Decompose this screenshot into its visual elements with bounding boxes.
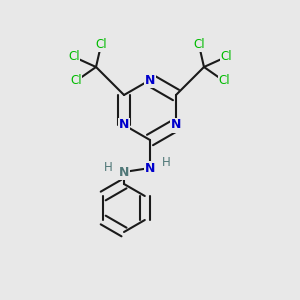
Text: Cl: Cl: [193, 38, 205, 52]
Text: H: H: [103, 160, 112, 173]
Text: Cl: Cl: [68, 50, 80, 64]
Text: Cl: Cl: [220, 50, 232, 64]
Text: Cl: Cl: [95, 38, 107, 52]
Text: N: N: [171, 118, 181, 131]
Text: N: N: [145, 74, 155, 86]
Text: Cl: Cl: [70, 74, 82, 88]
Text: N: N: [119, 118, 129, 131]
Text: N: N: [145, 161, 155, 175]
Text: Cl: Cl: [218, 74, 230, 88]
Text: N: N: [119, 166, 129, 178]
Text: H: H: [162, 157, 170, 169]
